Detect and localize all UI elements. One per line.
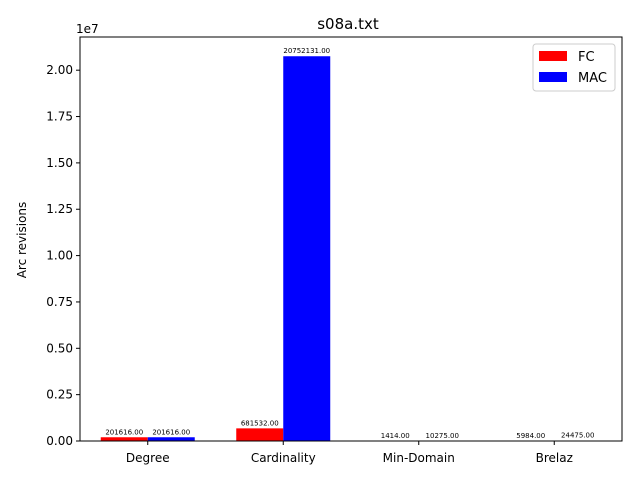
- x-tick-label: Degree: [126, 451, 170, 465]
- y-axis-label: Arc revisions: [15, 202, 29, 279]
- legend-swatch-fc: [539, 51, 567, 61]
- x-tick-label: Brelaz: [536, 451, 573, 465]
- data-labels-group: 201616.00 201616.00 681532.00 20752131.00 14…: [105, 47, 594, 440]
- x-tick-label: Cardinality: [251, 451, 316, 465]
- y-tick-label: 1.25: [46, 202, 73, 216]
- legend-label-mac: MAC: [578, 71, 607, 86]
- x-tick-label: Min-Domain: [383, 451, 455, 465]
- plot-frame: [79, 36, 623, 442]
- y-tick-label: 0.50: [46, 341, 73, 355]
- legend-label-fc: FC: [578, 50, 595, 65]
- legend: FC MAC: [532, 43, 616, 92]
- data-label-fc-cardinality: 681532.00: [241, 419, 279, 427]
- data-label-fc-min-domain: 1414.00: [381, 432, 410, 440]
- y-tick-label: 1.75: [46, 110, 73, 124]
- data-label-mac-brelaz: 24475.00: [561, 432, 594, 440]
- bar-fc-cardinality: [236, 428, 284, 441]
- y-tick-label: 0.25: [46, 388, 73, 402]
- chart-title: s08a.txt: [317, 15, 379, 33]
- bar-mac-cardinality: [283, 56, 331, 441]
- y-tick-label: 1.00: [46, 249, 73, 263]
- data-label-mac-min-domain: 10275.00: [426, 432, 459, 440]
- data-label-mac-cardinality: 20752131.00: [283, 47, 330, 55]
- data-label-fc-degree: 201616.00: [105, 428, 143, 436]
- bar-fc-degree: [100, 437, 148, 441]
- bars-group: [100, 56, 602, 441]
- x-axis: Degree Cardinality Min-Domain Brelaz: [126, 441, 573, 465]
- y-tick-label: 0.75: [46, 295, 73, 309]
- legend-swatch-mac: [539, 72, 567, 82]
- y-axis: 0.00 0.25 0.50 0.75 1.00 1.25 1.50 1.75 2.00: [46, 63, 80, 448]
- y-tick-label: 1.50: [46, 156, 73, 170]
- bar-mac-degree: [147, 437, 195, 441]
- y-tick-label: 0.00: [46, 434, 73, 448]
- y-tick-label: 2.00: [46, 63, 73, 77]
- data-label-fc-brelaz: 5984.00: [516, 432, 545, 440]
- data-label-mac-degree: 201616.00: [152, 428, 190, 436]
- y-offset-label: 1e7: [76, 22, 99, 36]
